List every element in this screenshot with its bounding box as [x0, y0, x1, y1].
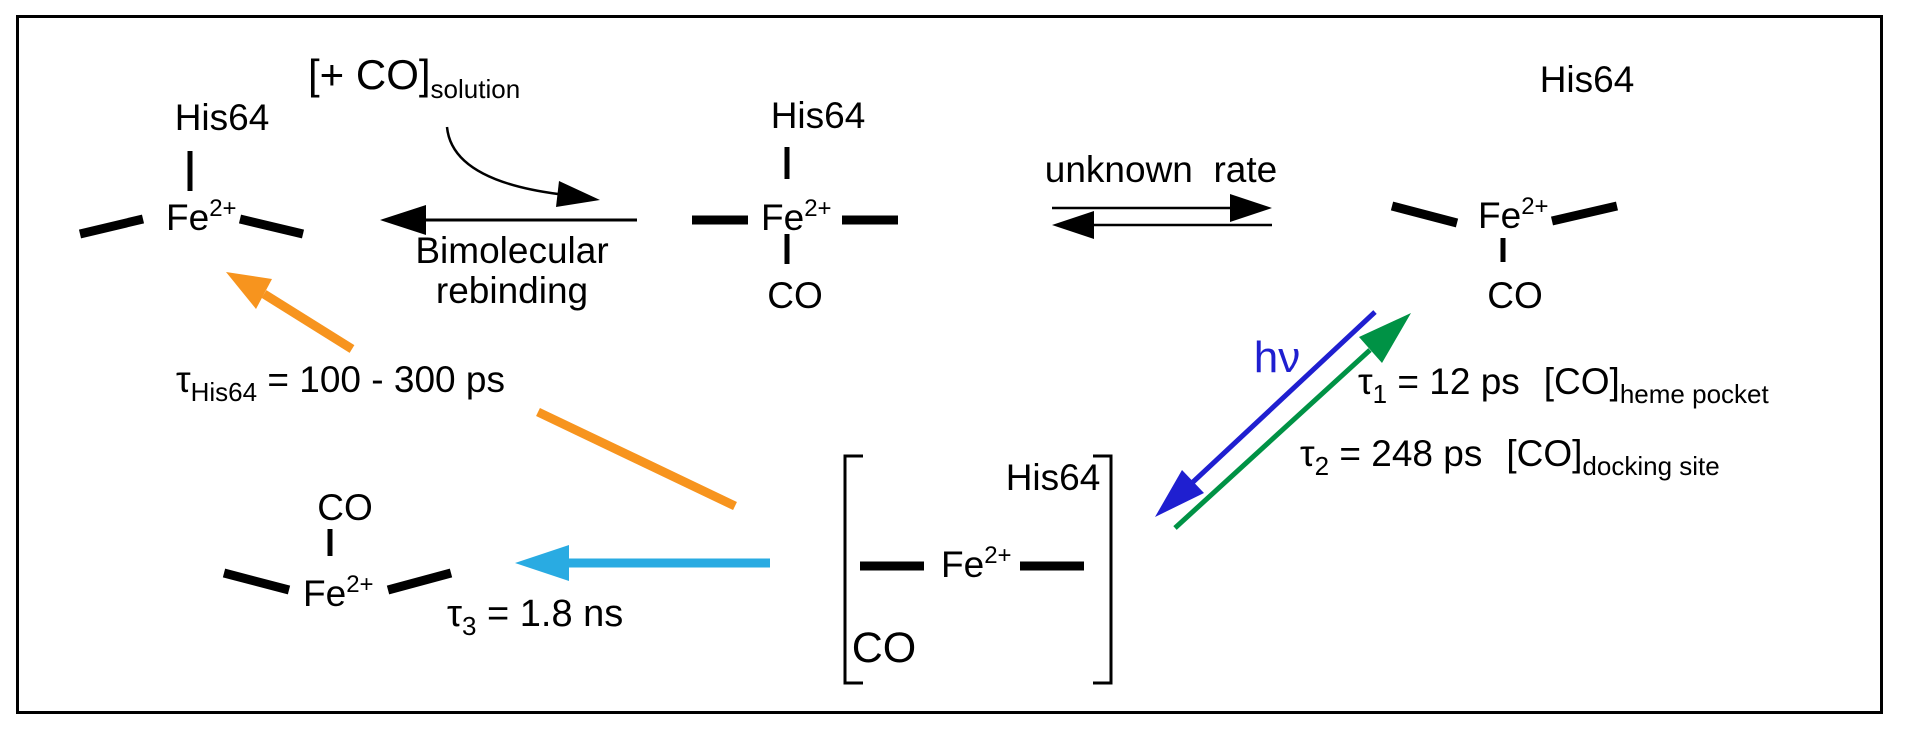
photoproduct-fe-charge: 2+: [984, 542, 1012, 569]
rebound-co-label: CO: [317, 487, 373, 528]
photoproduct-fe-symbol: Fe: [941, 544, 985, 585]
photoproduct-fe-label: Fe2+: [941, 543, 1012, 585]
co-solution-label: [+ CO]solution: [308, 52, 520, 103]
co-solution-sub: solution: [430, 74, 521, 104]
photoproduct-co-label: CO: [851, 624, 917, 672]
photoproduct-brackets-and-bonds: [843, 454, 1113, 685]
deoxy-structure-bonds: [78, 151, 305, 239]
tau3-value: = 1.8 ns: [476, 593, 624, 635]
carboxy-mid-fe-label: Fe2+: [761, 196, 832, 238]
tau-his64-label: τHis64 = 100 - 300 ps: [176, 359, 505, 407]
photoproduct-his64-label: His64: [1005, 457, 1101, 498]
carboxy-right-fe-charge: 2+: [1521, 193, 1549, 220]
deoxy-fe-label: Fe2+: [166, 196, 237, 238]
carboxy-mid-fe-symbol: Fe: [761, 197, 805, 238]
photolysis-arrow: [1155, 310, 1377, 517]
carboxy-right-fe-label: Fe2+: [1478, 194, 1549, 236]
tau-his64-subscript: His64: [190, 377, 258, 407]
deoxy-fe-charge: 2+: [209, 195, 237, 222]
deoxy-his64-label: His64: [174, 97, 270, 138]
carboxy-mid-fe-charge: 2+: [804, 195, 832, 222]
co-solution-curved-arrow: [445, 126, 600, 207]
tau3-label: τ3 = 1.8 ns: [447, 593, 624, 641]
bimolecular-line1: Bimolecular: [415, 230, 609, 271]
bimolecular-line2: rebinding: [435, 269, 589, 311]
carboxy-right-co-label: CO: [1487, 275, 1543, 316]
tau2-co-site: docking site: [1582, 451, 1720, 481]
rebound-structure-bonds: [222, 529, 453, 595]
unknown-rate-equilibrium-arrows: [1052, 194, 1272, 239]
carboxy-right-his64-label: His64: [1539, 59, 1635, 100]
figure-border: [16, 15, 1883, 714]
rebound-fe-symbol: Fe: [303, 573, 347, 614]
his64-rebinding-arrow: [226, 272, 737, 511]
tau-his64-value: = 100 - 300 ps: [257, 359, 505, 400]
tau1-value: = 12 ps: [1387, 361, 1520, 402]
bimolecular-rebinding-arrow: [380, 205, 637, 235]
tau2-label: τ2 = 248 ps [CO]docking site: [1300, 433, 1720, 481]
co-solution-main: [+ CO]: [308, 51, 431, 98]
carboxy-right-fe-symbol: Fe: [1478, 195, 1522, 236]
carboxy-mid-structure-bonds: [692, 147, 898, 264]
tau2-co-bracket: [CO]: [1506, 433, 1583, 474]
carboxy-mid-co-label: CO: [767, 275, 823, 316]
tau1-co-site: heme pocket: [1619, 379, 1769, 409]
geminate-rebinding-arrow: [1173, 313, 1411, 530]
hv-photon-label: hν: [1253, 333, 1301, 382]
unknown-rate-label: unknown rate: [1044, 149, 1278, 190]
tau3-symbol: τ: [447, 593, 463, 635]
tau1-symbol: τ: [1358, 361, 1373, 402]
tau1-subscript: 1: [1372, 379, 1388, 409]
tau3-rebinding-arrow: [515, 545, 770, 581]
carboxy-right-structure-bonds: [1390, 201, 1619, 262]
tau2-subscript: 2: [1314, 451, 1330, 481]
carboxy-mid-his64-label: His64: [770, 95, 866, 136]
tau3-subscript: 3: [462, 611, 477, 641]
tau1-label: τ1 = 12 ps [CO]heme pocket: [1358, 361, 1769, 409]
bimolecular-rebinding-label: Bimolecular rebinding: [415, 231, 608, 311]
tau2-value: = 248 ps: [1329, 433, 1483, 474]
rebound-fe-label: Fe2+: [303, 572, 374, 614]
deoxy-fe-symbol: Fe: [166, 197, 210, 238]
tau2-symbol: τ: [1300, 433, 1315, 474]
tau-his64-symbol: τ: [176, 359, 191, 400]
rebound-fe-charge: 2+: [346, 571, 374, 598]
tau1-co-bracket: [CO]: [1543, 361, 1620, 402]
